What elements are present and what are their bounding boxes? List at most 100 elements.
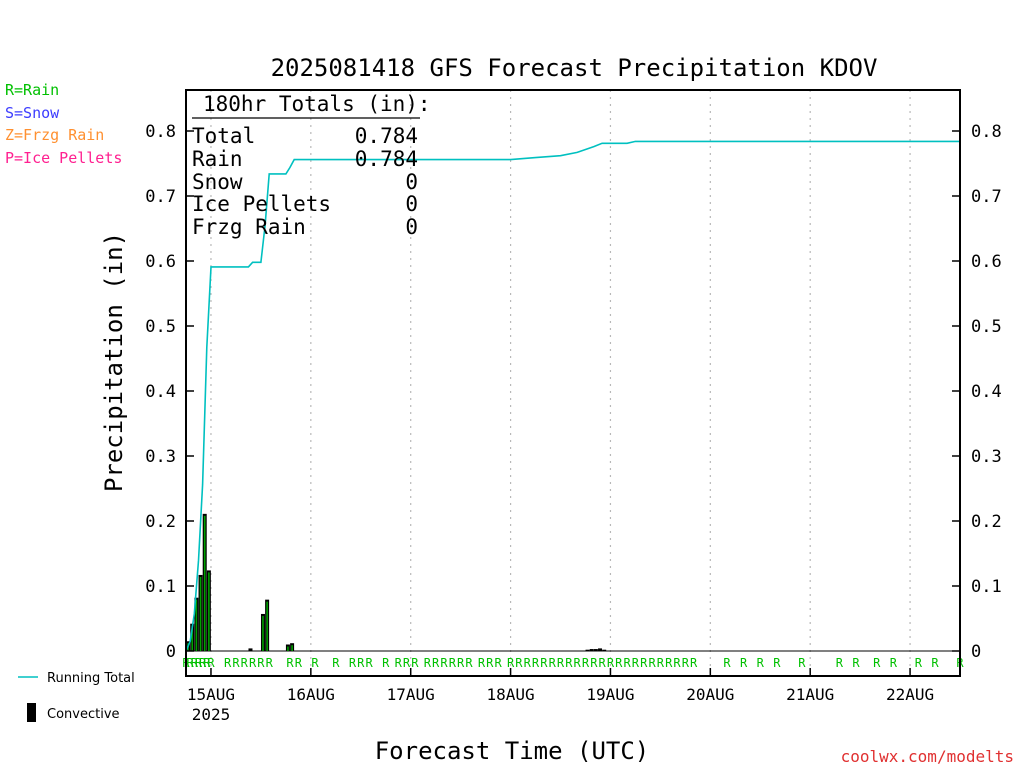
ytick-label-right-5: 0.5 bbox=[971, 317, 1002, 337]
convective-bar-fill-8 bbox=[266, 601, 268, 651]
convective-bar-14 bbox=[598, 648, 603, 651]
x-axis-ticks: 15AUG 16AUG 17AUG 18AUG 19AUG 20AUG 21AUG 22AUG… bbox=[187, 668, 934, 724]
xtick-label-2: 17AUG bbox=[387, 685, 435, 704]
running-total-polyline bbox=[185, 140, 960, 652]
ptype-legend: R=Rain S=Snow Z=Frzg Rain P=Ice Pellets bbox=[5, 81, 122, 167]
ptype-marker-25: R bbox=[432, 656, 440, 670]
ptype-marker-49: R bbox=[640, 656, 648, 670]
ptype-marker-52: R bbox=[665, 656, 673, 670]
ptype-marker-16: R bbox=[332, 656, 340, 670]
totals-title: 180hr Totals (in): bbox=[203, 92, 431, 116]
xtick-label-0: 15AUG bbox=[187, 685, 235, 704]
totals-label-snow: Snow bbox=[192, 170, 243, 194]
ptype-marker-35: R bbox=[524, 656, 532, 670]
ptype-marker-63: R bbox=[873, 656, 881, 670]
ptype-marker-44: R bbox=[599, 656, 607, 670]
totals-value-ice-pellets: 0 bbox=[405, 192, 418, 216]
ptype-marker-50: R bbox=[648, 656, 656, 670]
ptype-marker-32: R bbox=[494, 656, 502, 670]
ptype-marker-45: R bbox=[607, 656, 615, 670]
ytick-label-left-8: 0.8 bbox=[145, 122, 176, 142]
ytick-label-left-5: 0.5 bbox=[145, 317, 176, 337]
running-total-legend-label: Running Total bbox=[47, 671, 135, 686]
ptype-marker-15: R bbox=[311, 656, 319, 670]
ptype-marker-65: R bbox=[915, 656, 923, 670]
bottom-legend: Running Total Convective bbox=[18, 671, 135, 722]
xtick-label-3: 18AUG bbox=[486, 685, 534, 704]
ptype-marker-30: R bbox=[478, 656, 486, 670]
totals-label-rain: Rain bbox=[192, 147, 243, 171]
ptype-marker-33: R bbox=[507, 656, 515, 670]
ptype-marker-58: R bbox=[757, 656, 765, 670]
ptype-marker-64: R bbox=[890, 656, 898, 670]
convective-bar-fill-9 bbox=[287, 646, 289, 651]
xtick-label-6: 21AUG bbox=[786, 685, 834, 704]
ptype-marker-31: R bbox=[486, 656, 494, 670]
xtick-label-5: 20AUG bbox=[686, 685, 734, 704]
convective-bar-fill-4 bbox=[203, 515, 206, 651]
ptype-marker-34: R bbox=[515, 656, 523, 670]
xtick-label-7: 22AUG bbox=[886, 685, 934, 704]
convective-bar-fill-10 bbox=[291, 645, 293, 651]
ytick-label-left-4: 0.4 bbox=[145, 382, 176, 402]
totals-value-frzg-rain: 0 bbox=[405, 215, 418, 239]
ptype-marker-36: R bbox=[532, 656, 540, 670]
ytick-label-right-2: 0.2 bbox=[971, 512, 1002, 532]
ptype-marker-14: R bbox=[295, 656, 303, 670]
ptype-marker-13: R bbox=[286, 656, 294, 670]
ytick-label-left-2: 0.2 bbox=[145, 512, 176, 532]
ptype-marker-10: R bbox=[249, 656, 257, 670]
ptype-marker-59: R bbox=[773, 656, 781, 670]
y-axis-label: Precipitation (in) bbox=[100, 232, 128, 492]
convective-bar-fill-3 bbox=[199, 576, 202, 651]
watermark: coolwx.com/modelts bbox=[841, 747, 1014, 766]
ptype-marker-39: R bbox=[557, 656, 565, 670]
convective-bar-15 bbox=[602, 649, 607, 651]
ptype-marker-57: R bbox=[740, 656, 748, 670]
convective-bar-fill-7 bbox=[262, 615, 264, 651]
ptype-marker-1: R bbox=[187, 656, 195, 670]
ptype-marker-17: R bbox=[349, 656, 357, 670]
convective-bar-fill-2 bbox=[195, 599, 198, 651]
ptype-marker-19: R bbox=[365, 656, 373, 670]
legend-ice-pellets: P=Ice Pellets bbox=[5, 149, 122, 167]
ptype-marker-42: R bbox=[582, 656, 590, 670]
ptype-marker-8: R bbox=[232, 656, 240, 670]
ytick-label-right-6: 0.6 bbox=[971, 252, 1002, 272]
ytick-label-left-3: 0.3 bbox=[145, 447, 176, 467]
ptype-marker-60: R bbox=[798, 656, 806, 670]
ptype-marker-27: R bbox=[449, 656, 457, 670]
ptype-marker-38: R bbox=[549, 656, 557, 670]
ptype-marker-9: R bbox=[241, 656, 249, 670]
ptype-marker-53: R bbox=[673, 656, 681, 670]
ptype-marker-3: R bbox=[195, 656, 203, 670]
ptype-marker-5: R bbox=[203, 656, 211, 670]
totals-value-total: 0.784 bbox=[355, 124, 418, 148]
totals-box: 180hr Totals (in): Total 0.784 Rain 0.78… bbox=[192, 92, 431, 239]
ytick-label-right-4: 0.4 bbox=[971, 382, 1002, 402]
totals-label-ice-pellets: Ice Pellets bbox=[192, 192, 331, 216]
running-total-line bbox=[185, 140, 960, 652]
ptype-marker-24: R bbox=[424, 656, 432, 670]
x-axis-label: Forecast Time (UTC) bbox=[375, 737, 650, 765]
convective-legend-label: Convective bbox=[47, 707, 120, 722]
ptype-marker-37: R bbox=[540, 656, 548, 670]
legend-rain: R=Rain bbox=[5, 81, 59, 99]
ytick-label-left-0: 0 bbox=[166, 642, 176, 662]
ytick-label-right-3: 0.3 bbox=[971, 447, 1002, 467]
ptype-marker-6: R bbox=[207, 656, 215, 670]
convective-bar-11 bbox=[585, 649, 590, 651]
grid-lines bbox=[186, 90, 960, 676]
ptype-marker-47: R bbox=[623, 656, 631, 670]
ptype-marker-46: R bbox=[615, 656, 623, 670]
ptype-marker-41: R bbox=[574, 656, 582, 670]
legend-frzg-rain: Z=Frzg Rain bbox=[5, 126, 104, 144]
y-axis-ticks: 0 00.1 0.10.2 0.20.3 0.30.4 0.40.5 0.50.6 0.60.… bbox=[145, 122, 1001, 662]
plot-frame bbox=[185, 89, 961, 677]
ptype-marker-29: R bbox=[465, 656, 473, 670]
ptype-marker-4: R bbox=[199, 656, 207, 670]
ytick-label-left-1: 0.1 bbox=[145, 577, 176, 597]
ptype-marker-51: R bbox=[657, 656, 665, 670]
ytick-label-right-8: 0.8 bbox=[971, 122, 1002, 142]
